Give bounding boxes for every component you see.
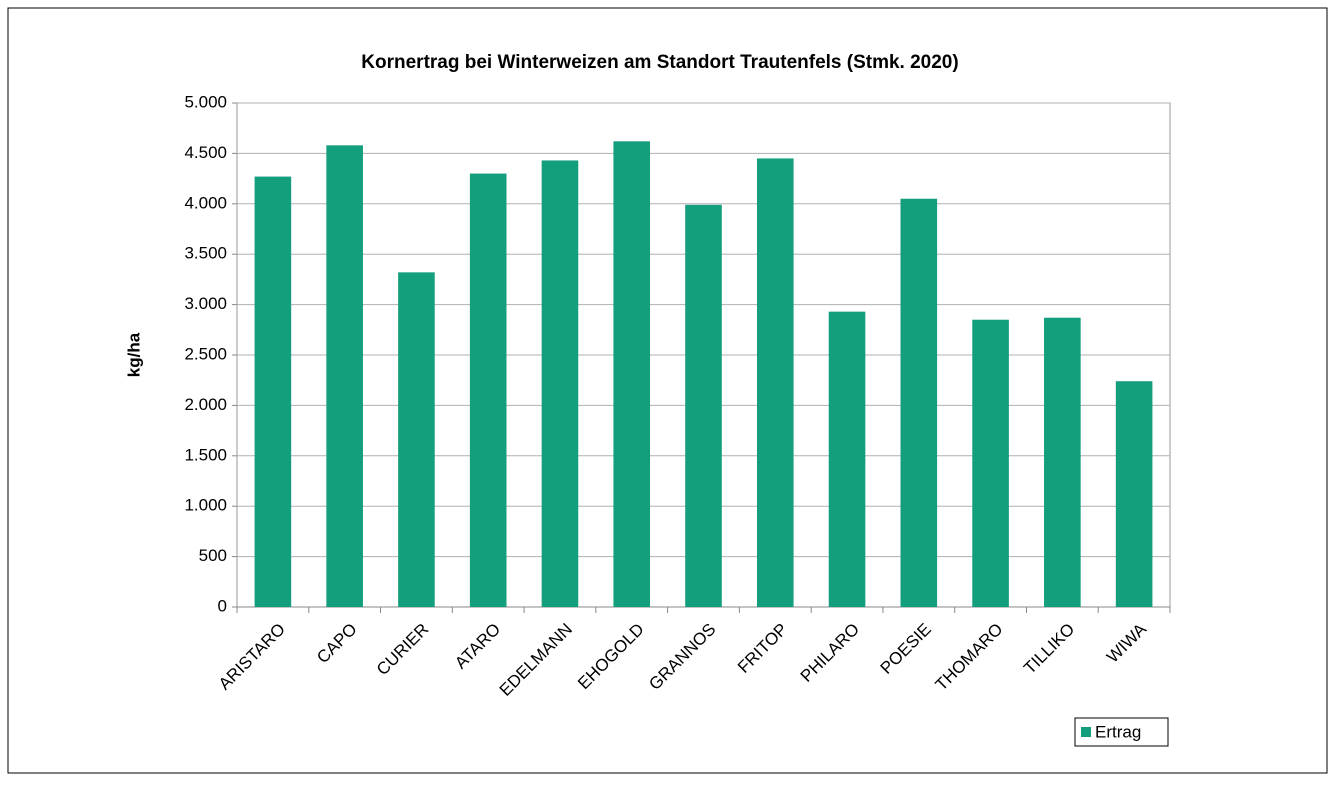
bar [541, 160, 579, 607]
y-tick-label: 3.500 [184, 244, 227, 263]
y-tick-label: 2.500 [184, 344, 227, 363]
bar [254, 176, 292, 608]
bar [685, 204, 722, 608]
bar [613, 141, 651, 607]
bar [756, 158, 794, 607]
bar [326, 145, 363, 607]
bar [398, 272, 435, 607]
chart-border [7, 7, 1328, 774]
y-tick-label: 4.500 [184, 143, 227, 162]
legend-label: Ertrag [1095, 722, 1141, 741]
bar [469, 173, 507, 607]
y-tick-label: 1.000 [184, 496, 227, 515]
y-tick-label: 0 [218, 596, 227, 615]
y-tick-label: 4.000 [184, 193, 227, 212]
y-axis-label: kg/ha [124, 332, 143, 377]
chart-title: Kornertrag bei Winterweizen am Standort … [361, 52, 958, 73]
bar [972, 319, 1009, 607]
y-tick-label: 1.500 [184, 445, 227, 464]
y-tick-label: 5.000 [184, 92, 227, 111]
y-tick-label: 2.000 [184, 395, 227, 414]
y-tick-label: 3.000 [184, 294, 227, 313]
bar [1115, 381, 1153, 607]
bar [828, 311, 866, 607]
bar [900, 198, 938, 607]
bar [1044, 317, 1081, 607]
y-tick-label: 500 [199, 546, 227, 565]
legend-swatch [1081, 727, 1091, 737]
